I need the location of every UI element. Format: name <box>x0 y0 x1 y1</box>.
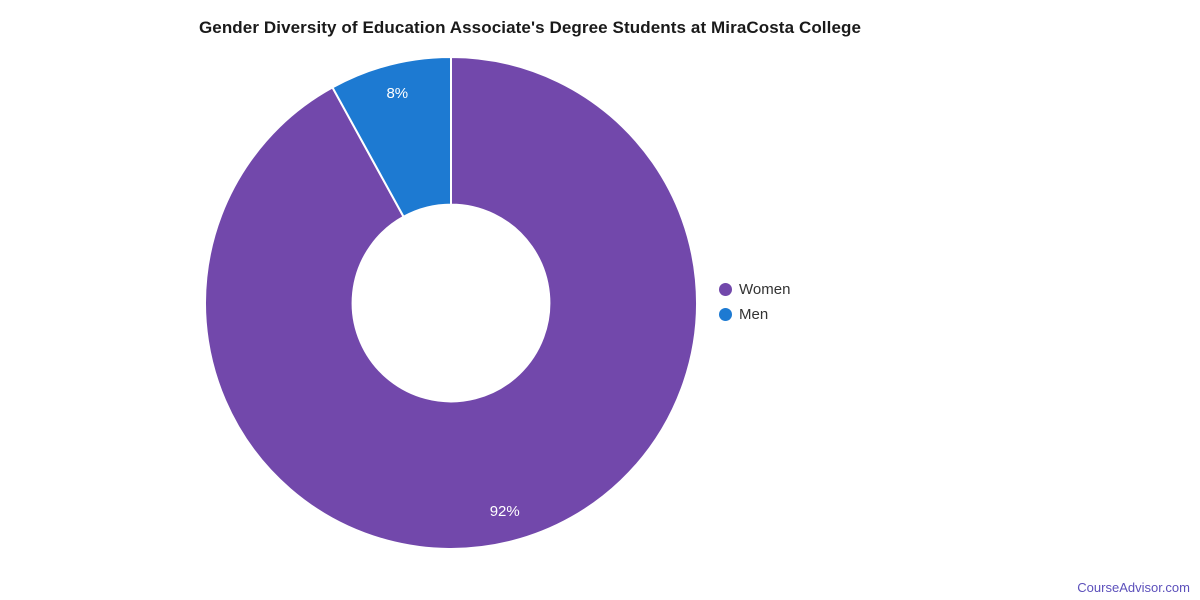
legend-marker-icon <box>719 283 732 296</box>
attribution-link[interactable]: CourseAdvisor.com <box>1077 580 1190 595</box>
legend-item-men[interactable]: Men <box>719 305 790 324</box>
legend-item-women[interactable]: Women <box>719 280 790 299</box>
legend-marker-icon <box>719 308 732 321</box>
legend-label: Men <box>739 306 769 323</box>
slice-label-men: 8% <box>386 85 408 102</box>
slice-label-women: 92% <box>490 503 520 520</box>
pie-slice-men[interactable] <box>331 56 452 218</box>
legend-label: Women <box>739 281 791 298</box>
legend: Women Men <box>719 280 790 324</box>
pie-slice-women[interactable] <box>204 56 698 550</box>
chart-title: Gender Diversity of Education Associate'… <box>198 18 862 37</box>
